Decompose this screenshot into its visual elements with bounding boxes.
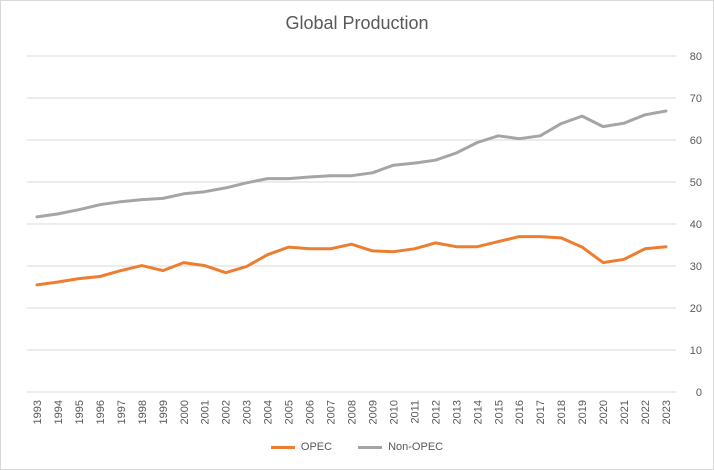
x-tick-label: 2018	[556, 400, 568, 424]
x-tick-label: 1997	[116, 400, 128, 424]
x-tick-label: 2010	[388, 400, 400, 424]
legend-swatch-non-opec	[358, 445, 383, 449]
y-tick-label: 40	[690, 219, 702, 231]
y-tick-label: 0	[696, 387, 702, 399]
y-tick-label: 10	[690, 345, 702, 357]
x-tick-label: 1994	[53, 400, 65, 424]
x-tick-label: 2023	[661, 400, 673, 424]
legend-item-opec: OPEC	[270, 441, 333, 453]
x-tick-label: 1996	[95, 400, 107, 424]
legend-label-opec: OPEC	[300, 441, 333, 453]
x-tick-label: 2002	[221, 400, 233, 424]
x-tick-label: 2000	[179, 400, 191, 424]
legend-item-non-opec: Non-OPEC	[358, 441, 443, 453]
x-tick-label: 2007	[326, 400, 338, 424]
x-tick-label: 2016	[514, 400, 526, 424]
y-tick-label: 30	[690, 261, 702, 273]
x-tick-label: 1995	[74, 400, 86, 424]
x-tick-label: 2006	[305, 400, 317, 424]
x-tick-label: 2005	[284, 400, 296, 424]
y-tick-label: 60	[690, 135, 702, 147]
y-tick-label: 70	[690, 93, 702, 105]
x-tick-label: 2017	[535, 400, 547, 424]
legend: OPEC Non-OPEC	[1, 441, 713, 453]
series-line-opec	[35, 235, 668, 287]
x-tick-label: 1999	[158, 400, 170, 424]
x-tick-label: 2012	[430, 400, 442, 424]
legend-label-non-opec: Non-OPEC	[388, 441, 444, 453]
x-tick-label: 2011	[409, 400, 421, 424]
series-line-non-opec	[35, 109, 668, 219]
x-tick-label: 2009	[367, 400, 379, 424]
y-tick-label: 80	[690, 51, 702, 63]
legend-swatch-opec	[270, 445, 295, 449]
chart-title: Global Production	[285, 13, 429, 33]
y-tick-label: 20	[690, 303, 702, 315]
x-tick-label: 2008	[347, 400, 359, 424]
x-tick-label: 2003	[242, 400, 254, 424]
x-tick-label: 2019	[577, 400, 589, 424]
x-tick-label: 2015	[493, 400, 505, 424]
x-tick-label: 2021	[619, 400, 631, 424]
x-tick-label: 2004	[263, 400, 275, 424]
y-tick-label: 50	[690, 177, 702, 189]
x-tick-label: 2001	[200, 400, 212, 424]
x-tick-label: 2020	[598, 400, 610, 424]
x-tick-label: 2014	[472, 400, 484, 424]
x-tick-label: 2022	[640, 400, 652, 424]
x-tick-label: 1998	[137, 400, 149, 424]
x-tick-label: 2013	[451, 400, 463, 424]
x-tick-label: 1993	[32, 400, 44, 424]
